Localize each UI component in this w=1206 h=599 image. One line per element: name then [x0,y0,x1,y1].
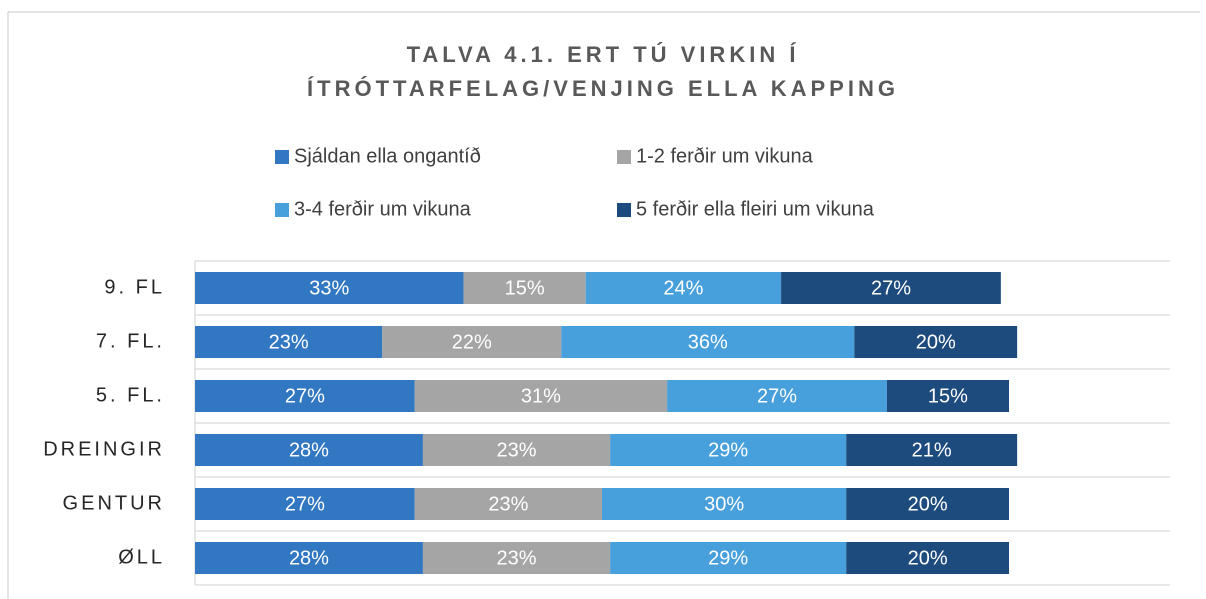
value-label: 27% [285,493,325,515]
legend-label: 5 ferðir ella fleiri um vikuna [636,198,875,220]
value-label: 20% [908,493,948,515]
y-tick-label: 7. FL. [96,330,165,352]
value-label: 20% [916,331,956,353]
value-label: 27% [757,385,797,407]
legend-swatch [275,150,289,164]
bar-segment [602,488,847,520]
value-label: 15% [928,385,968,407]
bar-segment [585,272,782,304]
bar-segment [846,542,1009,574]
legend-swatch [275,203,289,217]
value-label: 15% [505,277,545,299]
legend-swatch [617,203,631,217]
y-tick-label: 9. FL [104,276,165,298]
value-label: 20% [908,547,948,569]
chart-title: TALVA 4.1. ERT TÚ VIRKIN Í ÍTRÓTTARFELAG… [307,42,899,101]
legend-label: 1-2 ferðir um vikuna [636,145,814,167]
bar-segment [422,542,611,574]
bar-segment [195,380,415,412]
value-label: 36% [688,331,728,353]
value-label: 27% [285,385,325,407]
bar-segment [886,380,1009,412]
bar-segment [195,488,415,520]
bar-segment [195,434,423,466]
y-tick-label: DREINGIR [43,438,165,460]
y-tick-label: ØLL [118,546,165,568]
bar-segment [195,326,383,358]
bar-segment [854,326,1018,358]
value-label: 28% [289,439,329,461]
bar-segment [667,380,887,412]
value-label: 29% [708,439,748,461]
bar-segment [422,434,611,466]
value-label: 23% [497,547,537,569]
bar-segment [414,488,602,520]
bar-segment [610,542,847,574]
bar-segment [610,434,847,466]
bar-segment [561,326,855,358]
bar-segment [414,380,668,412]
bar-segment [382,326,562,358]
bar-segment [463,272,586,304]
bar-segment [846,434,1018,466]
bar-segment [195,272,464,304]
value-label: 29% [708,547,748,569]
legend-label: Sjáldan ella ongantíð [294,145,481,167]
value-label: 23% [269,331,309,353]
value-label: 28% [289,547,329,569]
value-label: 23% [497,439,537,461]
legend-swatch [617,150,631,164]
y-tick-label: GENTUR [63,492,165,514]
value-label: 23% [488,493,528,515]
bar-segment [846,488,1009,520]
value-label: 27% [871,277,911,299]
value-label: 24% [663,277,703,299]
value-label: 31% [521,385,561,407]
bar-segment [195,542,423,574]
bar-segment [781,272,1001,304]
value-label: 21% [912,439,952,461]
value-label: 30% [704,493,744,515]
legend-label: 3-4 ferðir um vikuna [294,198,472,220]
value-label: 33% [309,277,349,299]
value-label: 22% [452,331,492,353]
y-tick-label: 5. FL. [96,384,165,406]
